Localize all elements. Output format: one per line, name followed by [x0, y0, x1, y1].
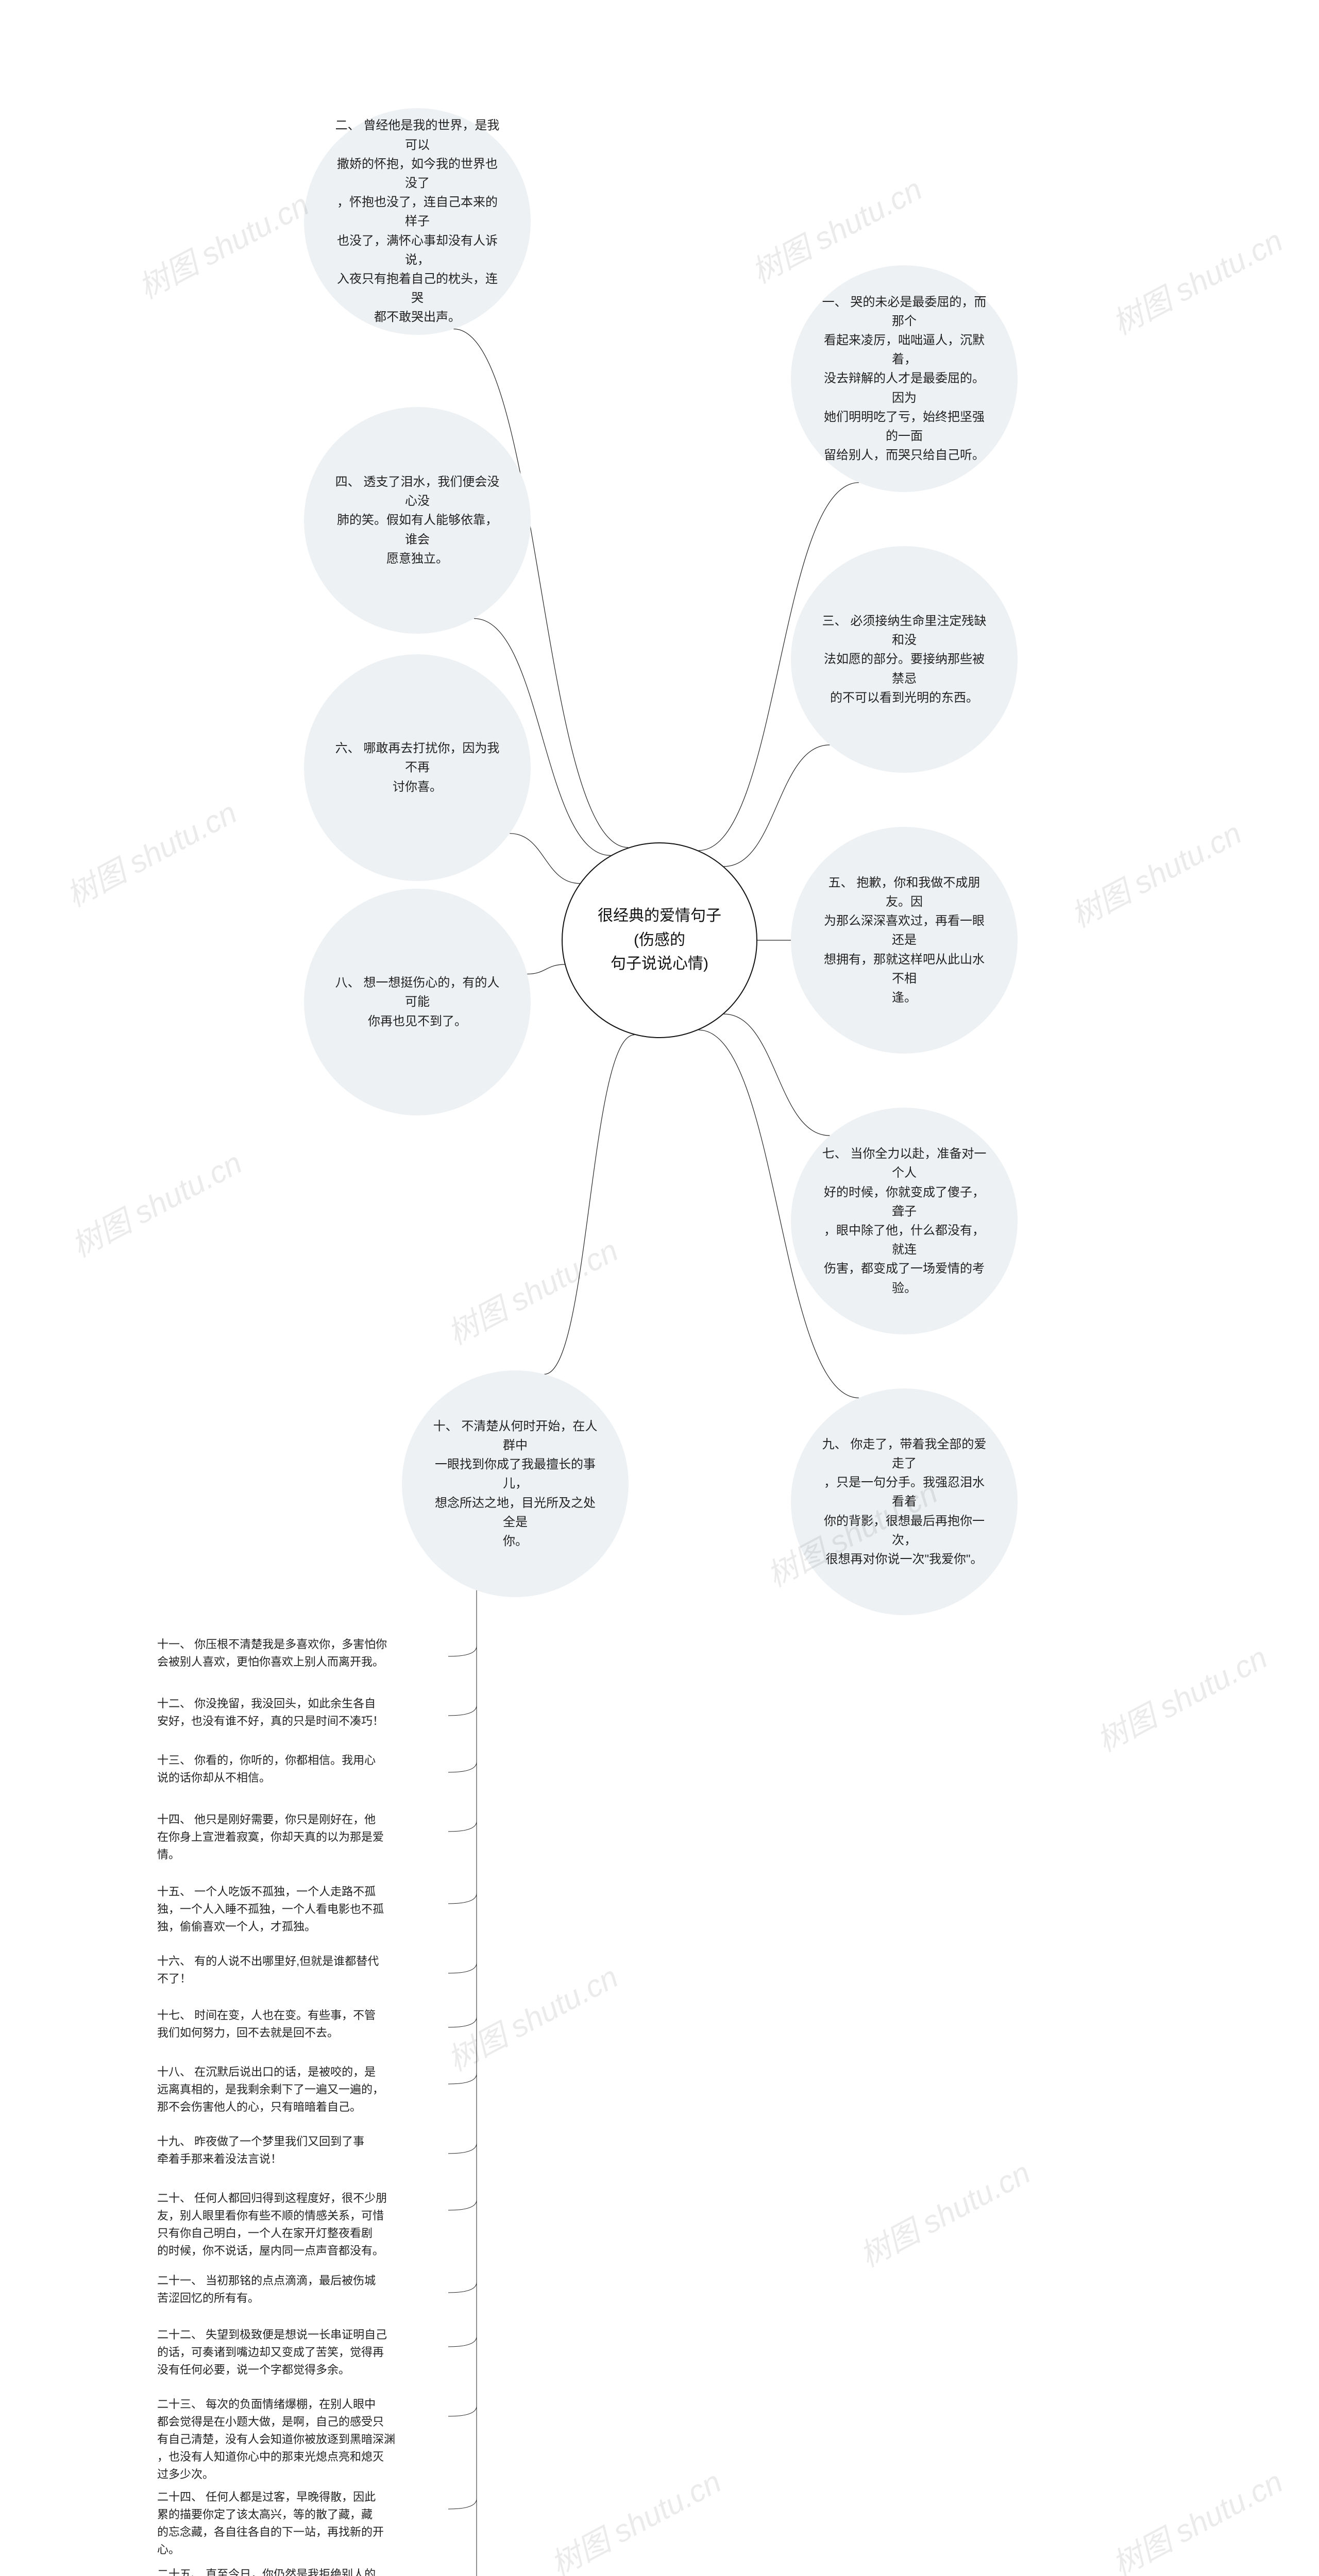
child-node-text: 六、 哪敢再去打扰你，因为我不再 讨你喜。	[333, 739, 501, 796]
center-node-text: 很经典的爱情句子(伤感的 句子说说心情)	[588, 904, 731, 976]
leaf-25: 二十五、 直至今日，你仍然是我拒绝别人的 原因，实际上我也没有等着你，我就是没法…	[157, 2566, 441, 2576]
child-node-n7: 七、 当你全力以赴，准备对一个人 好的时候，你就变成了傻子，聋子 ，眼中除了他，…	[791, 1108, 1018, 1334]
leaf-18: 十八、 在沉默后说出口的话，是被咬的，是 远离真相的，是我剩余剩下了一遍又一遍的…	[157, 2063, 441, 2116]
child-node-text: 九、 你走了，带着我全部的爱走了 ，只是一句分手。我强忍泪水看着 你的背影，很想…	[820, 1435, 988, 1569]
child-node-n5: 五、 抱歉，你和我做不成朋友。因 为那么深深喜欢过，再看一眼还是 想拥有，那就这…	[791, 827, 1018, 1054]
child-node-text: 十、 不清楚从何时开始，在人群中 一眼找到你成了我最擅长的事儿， 想念所达之地，…	[431, 1417, 599, 1551]
watermark: 树图 shutu.cn	[1103, 2458, 1290, 2576]
child-node-text: 三、 必须接纳生命里注定残缺和没 法如愿的部分。要接纳那些被禁忌 的不可以看到光…	[820, 612, 988, 707]
leaf-15: 十五、 一个人吃饭不孤独，一个人走路不孤 独，一个人入睡不孤独，一个人看电影也不…	[157, 1883, 441, 1936]
leaf-19: 十九、 昨夜做了一个梦里我们又回到了事 牵着手那来着没法言说！	[157, 2133, 441, 2168]
child-node-text: 二、 曾经他是我的世界，是我可以 撒娇的怀抱，如今我的世界也没了 ，怀抱也没了，…	[333, 116, 501, 327]
leaf-23: 二十三、 每次的负面情绪爆棚，在别人眼中 都会觉得是在小题大做，是啊，自己的感受…	[157, 2396, 441, 2483]
leaf-12: 十二、 你没挽留，我没回头，如此余生各自 安好，也没有谁不好，真的只是时间不凑巧…	[157, 1695, 441, 1730]
child-node-n2: 二、 曾经他是我的世界，是我可以 撒娇的怀抱，如今我的世界也没了 ，怀抱也没了，…	[304, 108, 531, 335]
child-node-n4: 四、 透支了泪水，我们便会没心没 肺的笑。假如有人能够依靠，谁会 愿意独立。	[304, 407, 531, 634]
watermark: 树图 shutu.cn	[438, 1953, 625, 2080]
watermark: 树图 shutu.cn	[851, 2148, 1037, 2276]
child-node-text: 五、 抱歉，你和我做不成朋友。因 为那么深深喜欢过，再看一眼还是 想拥有，那就这…	[820, 873, 988, 1007]
watermark: 树图 shutu.cn	[1103, 216, 1290, 344]
child-node-n8: 八、 想一想挺伤心的，有的人可能 你再也见不到了。	[304, 889, 531, 1115]
child-node-text: 四、 透支了泪水，我们便会没心没 肺的笑。假如有人能够依靠，谁会 愿意独立。	[333, 472, 501, 568]
watermark: 树图 shutu.cn	[129, 180, 316, 308]
leaf-16: 十六、 有的人说不出哪里好,但就是谁都替代 不了！	[157, 1953, 441, 1988]
leaf-20: 二十、 任何人都回归得到这程度好，很不少朋 友，别人眼里看你有些不顺的情感关系，…	[157, 2190, 441, 2260]
child-node-text: 八、 想一想挺伤心的，有的人可能 你再也见不到了。	[333, 973, 501, 1031]
leaf-14: 十四、 他只是刚好需要，你只是刚好在，他 在你身上宣泄着寂寞，你却天真的以为那是…	[157, 1811, 441, 1863]
watermark: 树图 shutu.cn	[1062, 809, 1248, 936]
child-node-text: 一、 哭的未必是最委屈的，而那个 看起来凌厉，咄咄逼人，沉默着， 没去辩解的人才…	[820, 293, 988, 465]
child-node-n10: 十、 不清楚从何时开始，在人群中 一眼找到你成了我最擅长的事儿， 想念所达之地，…	[402, 1370, 629, 1597]
leaf-22: 二十二、 失望到极致便是想说一长串证明自己 的话，可奏诸到嘴边却又变成了苦笑，觉…	[157, 2326, 441, 2379]
child-node-n3: 三、 必须接纳生命里注定残缺和没 法如愿的部分。要接纳那些被禁忌 的不可以看到光…	[791, 546, 1018, 773]
watermark: 树图 shutu.cn	[438, 1226, 625, 1353]
leaf-11: 十一、 你压根不清楚我是多喜欢你，多害怕你 会被别人喜欢，更怕你喜欢上别人而离开…	[157, 1636, 441, 1671]
center-node: 很经典的爱情句子(伤感的 句子说说心情)	[562, 842, 757, 1038]
leaf-17: 十七、 时间在变，人也在变。有些事，不管 我们如何努力，回不去就是回不去。	[157, 2007, 441, 2042]
leaf-21: 二十一、 当初那铭的点点滴滴，最后被伤城 苦涩回忆的所有有。	[157, 2272, 441, 2307]
child-node-n6: 六、 哪敢再去打扰你，因为我不再 讨你喜。	[304, 654, 531, 881]
watermark: 树图 shutu.cn	[542, 2458, 728, 2576]
child-node-text: 七、 当你全力以赴，准备对一个人 好的时候，你就变成了傻子，聋子 ，眼中除了他，…	[820, 1144, 988, 1298]
watermark: 树图 shutu.cn	[1088, 1633, 1274, 1760]
leaf-24: 二十四、 任何人都是过客，早晚得散，因此 累的描要你定了该太高兴，等的散了藏，藏…	[157, 2488, 441, 2558]
watermark: 树图 shutu.cn	[57, 788, 244, 916]
leaf-13: 十三、 你看的，你听的，你都相信。我用心 说的话你却从不相信。	[157, 1752, 441, 1787]
child-node-n1: 一、 哭的未必是最委屈的，而那个 看起来凌厉，咄咄逼人，沉默着， 没去辩解的人才…	[791, 265, 1018, 492]
child-node-n9: 九、 你走了，带着我全部的爱走了 ，只是一句分手。我强忍泪水看着 你的背影，很想…	[791, 1388, 1018, 1615]
watermark: 树图 shutu.cn	[62, 1139, 249, 1266]
